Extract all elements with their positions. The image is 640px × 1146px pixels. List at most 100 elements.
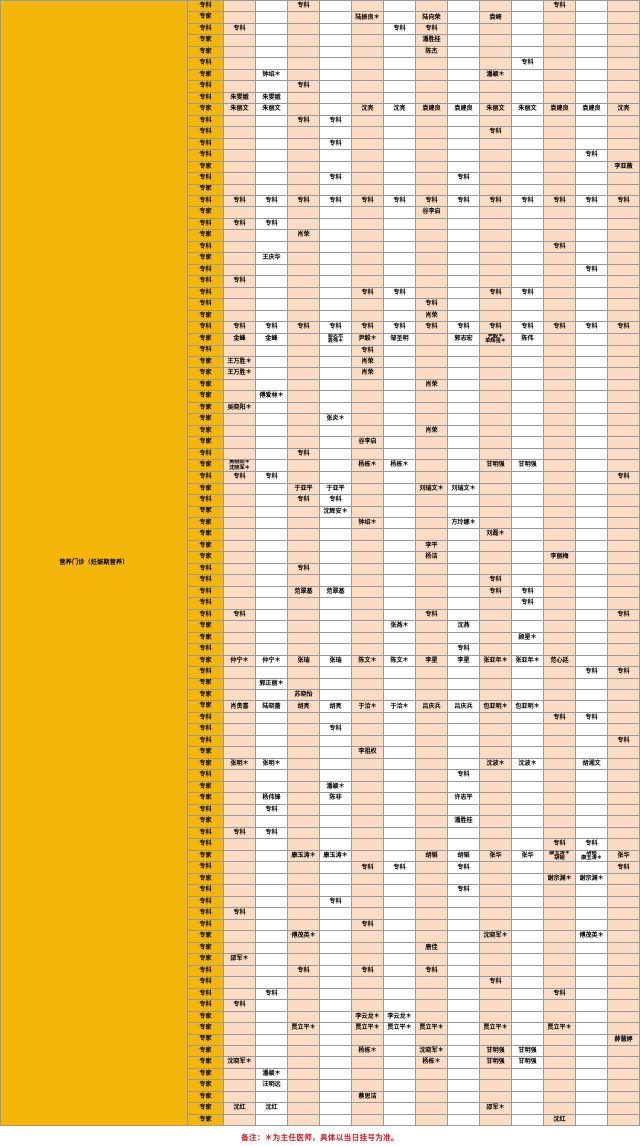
schedule-slot-cell[interactable]: [543, 942, 576, 955]
schedule-slot-cell[interactable]: [447, 34, 480, 47]
schedule-slot-cell[interactable]: 专科: [511, 57, 544, 70]
schedule-slot-cell[interactable]: [351, 873, 384, 886]
schedule-slot-cell[interactable]: [415, 115, 448, 128]
schedule-slot-cell[interactable]: [543, 379, 576, 392]
schedule-slot-cell[interactable]: 潘胜桂: [447, 815, 480, 828]
schedule-slot-cell[interactable]: [319, 264, 352, 277]
schedule-slot-cell[interactable]: [511, 769, 544, 782]
schedule-slot-cell[interactable]: [511, 1079, 544, 1092]
schedule-slot-cell[interactable]: [383, 345, 416, 357]
schedule-slot-cell[interactable]: [223, 345, 256, 357]
schedule-slot-cell[interactable]: [415, 712, 448, 725]
schedule-slot-cell[interactable]: [351, 528, 384, 541]
schedule-slot-cell[interactable]: [383, 425, 416, 438]
schedule-slot-cell[interactable]: [287, 206, 320, 219]
schedule-slot-cell[interactable]: [287, 103, 320, 116]
schedule-slot-cell[interactable]: [223, 792, 256, 805]
schedule-slot-cell[interactable]: 专科: [351, 919, 384, 932]
schedule-slot-cell[interactable]: [607, 229, 640, 242]
schedule-slot-cell[interactable]: [575, 345, 608, 357]
schedule-slot-cell[interactable]: [415, 735, 448, 748]
schedule-slot-cell[interactable]: [319, 367, 352, 380]
schedule-slot-cell[interactable]: [255, 861, 288, 874]
schedule-slot-cell[interactable]: [479, 172, 512, 185]
schedule-slot-cell[interactable]: [223, 689, 256, 702]
schedule-slot-cell[interactable]: [287, 1034, 320, 1046]
schedule-slot-cell[interactable]: [255, 356, 288, 369]
schedule-slot-cell[interactable]: [543, 1102, 576, 1115]
schedule-slot-cell[interactable]: [543, 792, 576, 805]
schedule-slot-cell[interactable]: 专科: [511, 321, 544, 334]
schedule-slot-cell[interactable]: [447, 149, 480, 162]
schedule-slot-cell[interactable]: [575, 69, 608, 82]
schedule-slot-cell[interactable]: [223, 586, 256, 599]
schedule-slot-cell[interactable]: [447, 551, 480, 564]
schedule-slot-cell[interactable]: [415, 413, 448, 426]
schedule-slot-cell[interactable]: [223, 666, 256, 679]
schedule-slot-cell[interactable]: [415, 976, 448, 989]
schedule-slot-cell[interactable]: [415, 80, 448, 93]
schedule-slot-cell[interactable]: [447, 942, 480, 955]
schedule-slot-cell[interactable]: 专科: [351, 195, 384, 208]
schedule-slot-cell[interactable]: [383, 976, 416, 989]
schedule-slot-cell[interactable]: [255, 367, 288, 380]
schedule-slot-cell[interactable]: [479, 402, 512, 415]
schedule-slot-cell[interactable]: [319, 632, 352, 645]
schedule-slot-cell[interactable]: [415, 275, 448, 288]
schedule-slot-cell[interactable]: [575, 34, 608, 47]
schedule-slot-cell[interactable]: [351, 229, 384, 242]
schedule-slot-cell[interactable]: [479, 34, 512, 47]
schedule-slot-cell[interactable]: [447, 1011, 480, 1024]
schedule-slot-cell[interactable]: [511, 92, 544, 105]
schedule-slot-cell[interactable]: [575, 551, 608, 564]
schedule-slot-cell[interactable]: 傅茂英＊: [575, 930, 608, 943]
schedule-slot-cell[interactable]: [223, 494, 256, 507]
schedule-slot-cell[interactable]: [607, 367, 640, 380]
schedule-slot-cell[interactable]: [223, 735, 256, 748]
schedule-slot-cell[interactable]: [383, 827, 416, 840]
schedule-slot-cell[interactable]: [447, 1114, 480, 1127]
schedule-slot-cell[interactable]: 刘磊＊: [479, 528, 512, 541]
schedule-slot-cell[interactable]: [223, 287, 256, 300]
schedule-slot-cell[interactable]: [607, 1011, 640, 1024]
schedule-slot-cell[interactable]: [255, 723, 288, 736]
schedule-slot-cell[interactable]: [607, 115, 640, 128]
schedule-slot-cell[interactable]: [319, 34, 352, 47]
schedule-slot-cell[interactable]: [511, 1114, 544, 1127]
schedule-slot-cell[interactable]: [607, 494, 640, 507]
schedule-slot-cell[interactable]: [511, 184, 544, 196]
schedule-slot-cell[interactable]: [575, 206, 608, 219]
schedule-slot-cell[interactable]: [543, 494, 576, 507]
schedule-slot-cell[interactable]: [383, 390, 416, 403]
schedule-slot-cell[interactable]: [415, 1011, 448, 1024]
schedule-slot-cell[interactable]: [351, 1079, 384, 1092]
schedule-slot-cell[interactable]: [255, 643, 288, 656]
schedule-slot-cell[interactable]: [255, 896, 288, 909]
schedule-slot-cell[interactable]: 傅茂英＊: [287, 930, 320, 943]
schedule-slot-cell[interactable]: [223, 1045, 256, 1058]
schedule-slot-cell[interactable]: [607, 149, 640, 162]
schedule-slot-cell[interactable]: [223, 850, 256, 863]
schedule-slot-cell[interactable]: [415, 184, 448, 196]
schedule-slot-cell[interactable]: [383, 494, 416, 507]
schedule-slot-cell[interactable]: 专科: [287, 80, 320, 93]
schedule-slot-cell[interactable]: [575, 1079, 608, 1092]
schedule-slot-cell[interactable]: 邵军＊: [223, 953, 256, 966]
schedule-slot-cell[interactable]: 方玲娜＊: [447, 517, 480, 530]
schedule-slot-cell[interactable]: [543, 735, 576, 748]
schedule-slot-cell[interactable]: [351, 988, 384, 1001]
schedule-slot-cell[interactable]: [607, 1022, 640, 1035]
schedule-slot-cell[interactable]: 袁建良: [415, 103, 448, 116]
schedule-slot-cell[interactable]: [383, 815, 416, 828]
schedule-slot-cell[interactable]: [575, 172, 608, 185]
schedule-slot-cell[interactable]: [223, 425, 256, 438]
schedule-slot-cell[interactable]: [607, 953, 640, 966]
schedule-slot-cell[interactable]: 吕庆兵: [415, 700, 448, 713]
schedule-slot-cell[interactable]: [511, 0, 544, 13]
schedule-slot-cell[interactable]: [319, 57, 352, 70]
schedule-slot-cell[interactable]: 吕庆兵: [447, 700, 480, 713]
schedule-slot-cell[interactable]: [223, 528, 256, 541]
schedule-slot-cell[interactable]: [255, 161, 288, 174]
schedule-slot-cell[interactable]: 沈晓军＊: [415, 1045, 448, 1058]
schedule-slot-cell[interactable]: [415, 930, 448, 943]
